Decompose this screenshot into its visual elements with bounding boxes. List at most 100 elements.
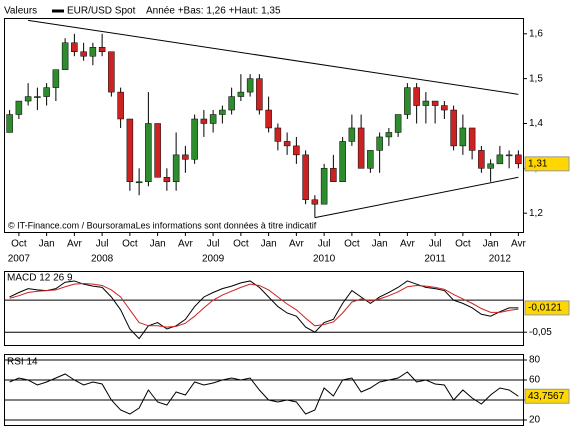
x-tick-label: Avr — [511, 239, 526, 250]
candle-body — [505, 154, 513, 157]
panel-title: RSI 14 — [7, 357, 38, 368]
price-panel — [4, 18, 524, 233]
candle-body — [108, 51, 115, 93]
y-tick-label: 80 — [529, 355, 541, 366]
candle-body — [274, 127, 282, 142]
trend-line — [28, 19, 519, 95]
x-year-label: 2010 — [313, 254, 336, 265]
candle-body — [117, 91, 124, 120]
candle-body — [237, 91, 245, 97]
x-tick-label: Avr — [67, 239, 82, 250]
candle-body — [34, 96, 41, 98]
last-value-box — [524, 388, 570, 404]
candle-body — [496, 154, 504, 165]
last-value-label: 1,31 — [528, 158, 548, 169]
candle-body — [163, 177, 171, 183]
x-tick-label: Avr — [178, 239, 193, 250]
x-tick-label: Jul — [96, 239, 109, 250]
macd-panel — [4, 271, 524, 346]
candle-body — [265, 109, 272, 129]
candle-body — [200, 118, 208, 124]
candle-body — [228, 96, 235, 111]
candle-body — [15, 100, 23, 115]
x-tick-label: Jan — [483, 239, 499, 250]
x-tick-label: Jan — [372, 239, 388, 250]
candle-body — [293, 145, 300, 156]
candle-body — [357, 127, 365, 169]
candle-body — [89, 47, 97, 57]
candle-body — [459, 127, 467, 147]
candle-body — [385, 132, 393, 138]
candle-body — [376, 136, 383, 151]
candle-body — [431, 100, 439, 106]
x-tick-label: Oct — [122, 239, 138, 250]
candle-body — [348, 127, 356, 142]
candle-body — [154, 123, 161, 178]
candle-body — [24, 96, 32, 102]
x-tick-label: Oct — [11, 239, 27, 250]
candle-body — [80, 51, 87, 57]
candle-body — [6, 114, 13, 133]
series-line — [9, 283, 519, 328]
candle-body — [330, 168, 337, 183]
candle-body — [172, 154, 180, 183]
candle-body — [98, 47, 106, 52]
candle-body — [283, 141, 291, 147]
candle-body — [219, 109, 226, 115]
series-line — [9, 280, 519, 340]
candle-body — [367, 150, 374, 169]
x-tick-label: Jul — [318, 239, 331, 250]
series-line — [9, 371, 519, 415]
x-tick-label: Avr — [289, 239, 304, 250]
y-tick-label: 1,2 — [529, 208, 543, 219]
x-tick-label: Jan — [261, 239, 277, 250]
candle-body — [61, 42, 69, 70]
candle-body — [468, 127, 476, 151]
candle-body — [413, 87, 420, 106]
last-value-label: 43,7567 — [528, 391, 565, 402]
legend-label: EUR/USD Spot — [67, 6, 136, 17]
candle-body — [441, 105, 448, 111]
x-year-label: 2012 — [489, 254, 512, 265]
x-tick-label: Avr — [400, 239, 415, 250]
y-tick-label: -0,05 — [529, 327, 552, 338]
candle-body — [422, 100, 430, 106]
candle-body — [450, 109, 457, 147]
candle-body — [394, 114, 402, 133]
candle-body — [302, 154, 309, 200]
x-year-label: 2011 — [424, 254, 446, 265]
candle-body — [320, 168, 328, 205]
candle-body — [43, 87, 50, 97]
candle-body — [478, 150, 485, 169]
panel-title: MACD 12 26 9 — [7, 273, 73, 284]
y-tick-label: 20 — [529, 415, 541, 426]
candle-body — [191, 118, 198, 160]
candle-body — [135, 181, 143, 184]
y-tick-label: 1,4 — [529, 118, 543, 129]
x-tick-label: Oct — [344, 239, 360, 250]
last-value-box — [524, 156, 570, 172]
candle-body — [404, 87, 411, 115]
candle-body — [246, 78, 254, 93]
x-tick-label: Jul — [207, 239, 220, 250]
candle-body — [145, 123, 152, 183]
x-tick-label: Jul — [429, 239, 442, 250]
x-year-label: 2008 — [91, 254, 114, 265]
candle-body — [126, 118, 134, 183]
y-tick-label: 60 — [529, 375, 541, 386]
last-value-box — [524, 300, 570, 316]
x-tick-label: Jan — [39, 239, 55, 250]
source-note: © IT-Finance.com / BoursoramaLes informa… — [8, 220, 317, 230]
candle-body — [339, 141, 346, 183]
last-value-label: -0,0121 — [528, 303, 562, 314]
panel-title: Valeurs — [4, 6, 37, 17]
x-tick-label: Jan — [150, 239, 166, 250]
x-year-label: 2009 — [202, 254, 225, 265]
subtitle: Année +Bas: 1,26 +Haut: 1,35 — [146, 6, 281, 17]
rsi-panel — [4, 354, 524, 426]
y-tick-label: 1,5 — [529, 73, 543, 84]
trend-line — [314, 176, 519, 219]
candle-body — [487, 163, 494, 169]
candle-body — [256, 78, 263, 111]
